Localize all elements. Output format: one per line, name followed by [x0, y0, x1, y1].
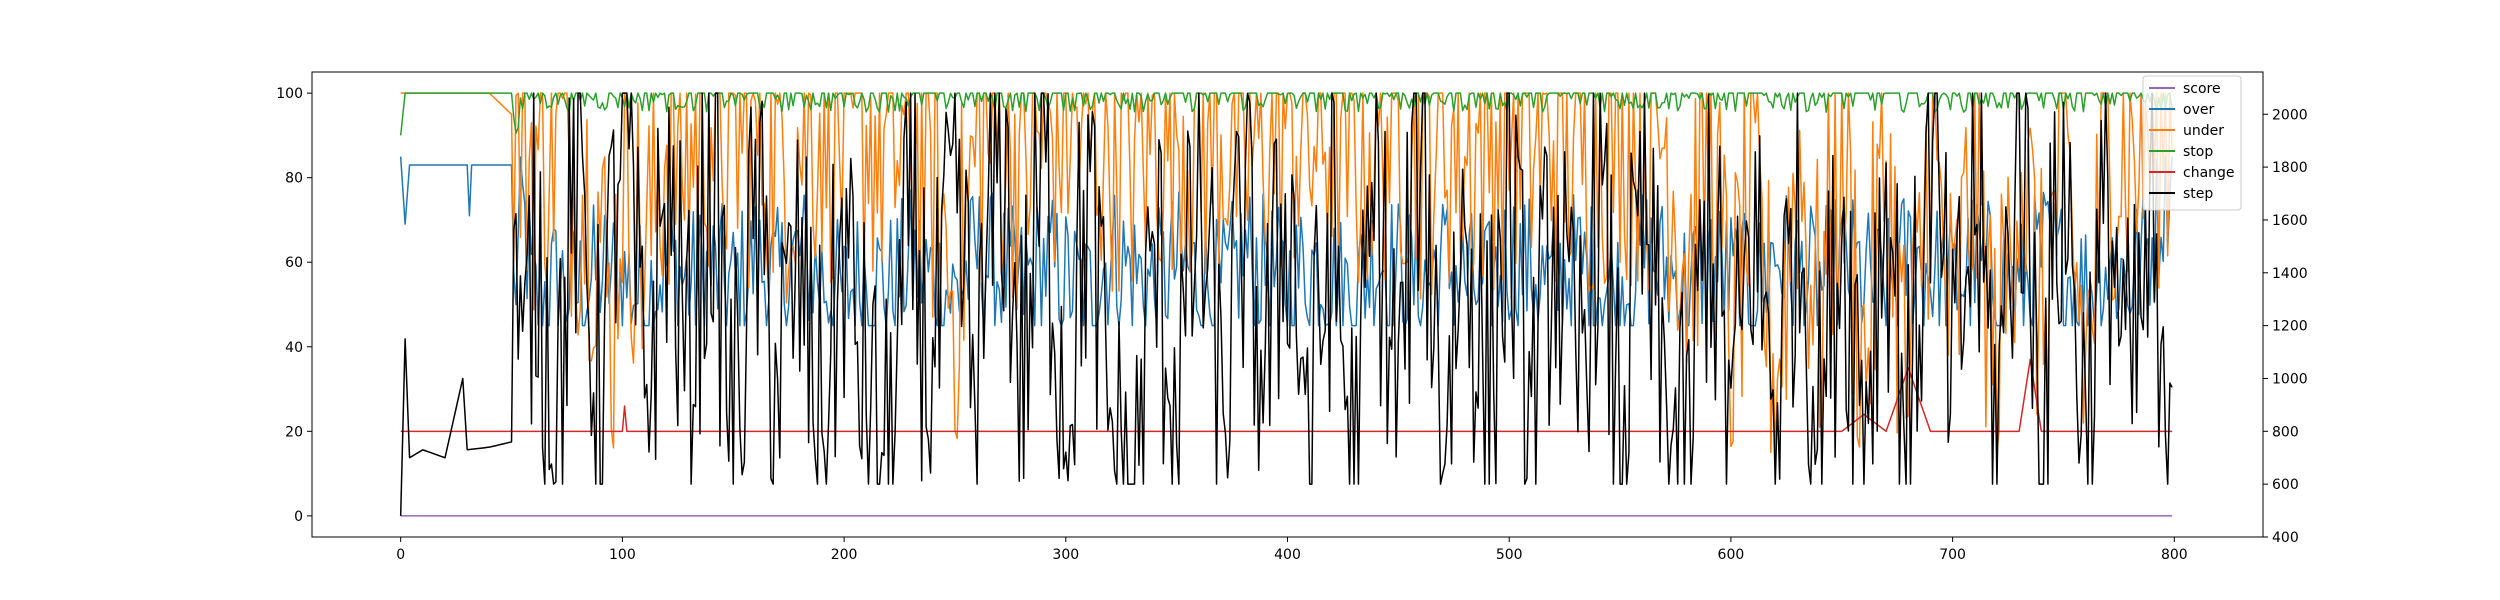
legend-label-score: score — [2183, 81, 2221, 97]
y-left-tick-label: 80 — [285, 171, 303, 187]
y-right-tick-label: 1200 — [2272, 319, 2308, 335]
series-line-stop — [399, 92, 2173, 136]
legend-item-score: score — [2149, 81, 2221, 97]
y-right-tick-label: 1600 — [2272, 213, 2308, 229]
series-line-under — [400, 92, 2173, 454]
series-line-step — [399, 92, 2173, 516]
legend-label-step: step — [2183, 186, 2213, 202]
x-tick-label: 600 — [1718, 547, 1745, 563]
x-tick-label: 800 — [2161, 547, 2188, 563]
x-tick-label: 300 — [1052, 547, 1079, 563]
y-right-tick-label: 1800 — [2272, 160, 2308, 176]
legend: score over under stop change step — [2142, 75, 2242, 211]
y-left-tick-label: 20 — [285, 424, 303, 440]
legend-label-change: change — [2183, 165, 2235, 181]
legend-item-step: step — [2149, 186, 2213, 202]
legend-item-change: change — [2149, 165, 2235, 181]
y-right-tick-label: 1400 — [2272, 266, 2308, 282]
x-tick-label: 500 — [1496, 547, 1523, 563]
y-right-tick-label: 600 — [2272, 477, 2299, 493]
legend-item-stop: stop — [2149, 144, 2213, 160]
x-tick-label: 200 — [831, 547, 858, 563]
y-left-tick-label: 60 — [285, 255, 303, 271]
series-layer — [399, 92, 2173, 517]
x-tick-label: 100 — [609, 547, 636, 563]
y-left-tick-label: 100 — [276, 86, 303, 102]
legend-label-stop: stop — [2183, 144, 2213, 160]
legend-item-under: under — [2149, 123, 2224, 139]
y-right-tick-label: 800 — [2272, 424, 2299, 440]
y-right-tick-label: 400 — [2272, 530, 2299, 546]
x-tick-label: 700 — [1939, 547, 1966, 563]
y-axis-right: 400 600 800 1000 1200 1400 1600 1800 2000 — [2263, 107, 2308, 546]
y-right-tick-label: 1000 — [2272, 371, 2308, 387]
x-tick-label: 400 — [1274, 547, 1301, 563]
legend-label-over: over — [2183, 102, 2214, 118]
legend-label-under: under — [2183, 123, 2224, 139]
y-axis-left: 0 20 40 60 80 100 — [276, 86, 312, 525]
x-axis: 0 100 200 300 400 500 600 700 800 — [396, 537, 2188, 563]
y-left-tick-label: 40 — [285, 340, 303, 356]
legend-item-over: over — [2149, 102, 2214, 118]
x-tick-label: 0 — [396, 547, 405, 563]
y-left-tick-label: 0 — [294, 509, 303, 525]
y-right-tick-label: 2000 — [2272, 107, 2308, 123]
